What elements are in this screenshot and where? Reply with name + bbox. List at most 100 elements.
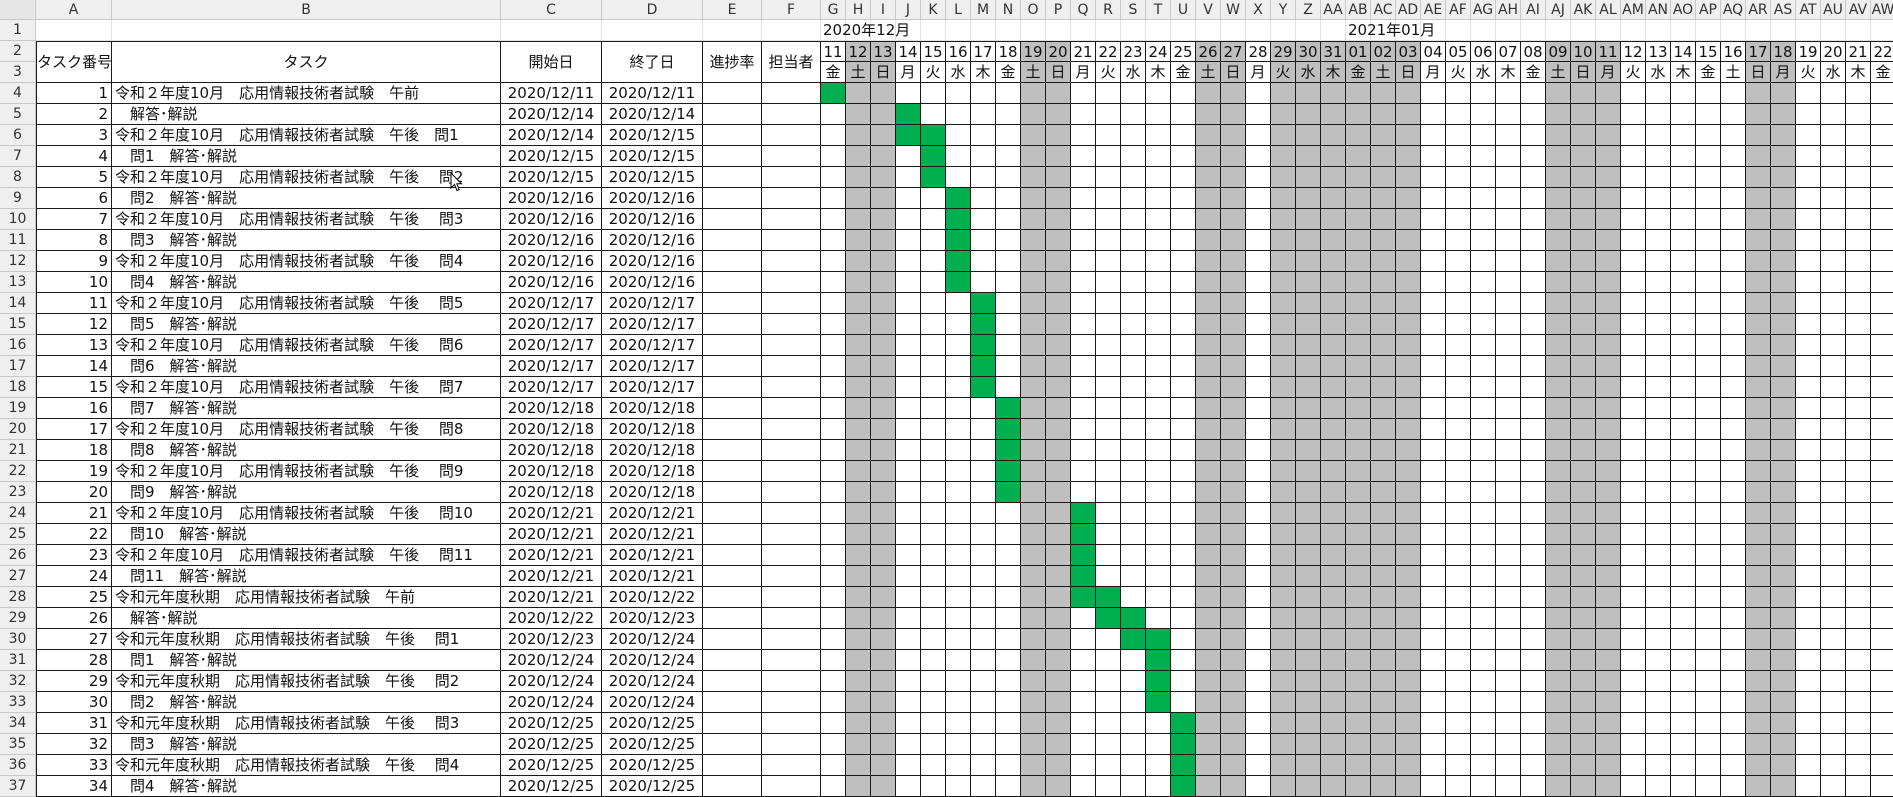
cell[interactable] (1121, 20, 1146, 41)
gantt-holiday-cell[interactable] (1346, 755, 1371, 776)
gantt-cell[interactable] (1671, 608, 1696, 629)
gantt-holiday-cell[interactable] (1196, 440, 1221, 461)
gantt-cell[interactable] (1071, 188, 1096, 209)
gantt-holiday-cell[interactable] (1321, 503, 1346, 524)
gantt-holiday-cell[interactable] (1571, 83, 1596, 104)
gantt-cell[interactable] (1246, 671, 1271, 692)
gantt-holiday-cell[interactable] (1546, 440, 1571, 461)
owner-cell[interactable] (762, 146, 821, 167)
gantt-cell[interactable] (1696, 377, 1721, 398)
gantt-cell[interactable] (896, 230, 921, 251)
gantt-cell[interactable] (1496, 776, 1521, 797)
gantt-holiday-cell[interactable] (1296, 272, 1321, 293)
gantt-cell[interactable] (1171, 188, 1196, 209)
gantt-cell[interactable] (821, 314, 846, 335)
gantt-cell[interactable] (946, 146, 971, 167)
end-date-cell[interactable]: 2020/12/24 (602, 629, 703, 650)
gantt-holiday-cell[interactable] (1396, 524, 1421, 545)
gantt-holiday-cell[interactable] (1271, 209, 1296, 230)
gantt-cell[interactable] (1671, 314, 1696, 335)
gantt-holiday-cell[interactable] (1396, 545, 1421, 566)
gantt-cell[interactable] (1146, 734, 1171, 755)
gantt-holiday-cell[interactable] (1046, 125, 1071, 146)
gantt-holiday-cell[interactable] (1021, 755, 1046, 776)
gantt-cell[interactable] (1696, 293, 1721, 314)
weekday-cell[interactable]: 日 (1046, 62, 1071, 83)
cell[interactable] (1446, 20, 1471, 41)
gantt-cell[interactable] (1796, 293, 1821, 314)
gantt-holiday-cell[interactable] (1371, 230, 1396, 251)
gantt-cell[interactable] (1521, 734, 1546, 755)
gantt-holiday-cell[interactable] (1571, 503, 1596, 524)
gantt-holiday-cell[interactable] (1021, 146, 1046, 167)
start-date-cell[interactable]: 2020/12/21 (501, 566, 602, 587)
gantt-holiday-cell[interactable] (1771, 293, 1796, 314)
gantt-cell[interactable] (1446, 398, 1471, 419)
task-number-cell[interactable]: 25 (36, 587, 112, 608)
gantt-cell[interactable] (1471, 503, 1496, 524)
weekday-cell[interactable]: 水 (1646, 62, 1671, 83)
gantt-cell[interactable] (1496, 83, 1521, 104)
task-number-cell[interactable]: 7 (36, 209, 112, 230)
gantt-cell[interactable] (1246, 272, 1271, 293)
gantt-cell[interactable] (1821, 629, 1846, 650)
gantt-cell[interactable] (971, 755, 996, 776)
day-number-cell[interactable]: 29 (1271, 41, 1296, 62)
weekday-cell[interactable]: 木 (971, 62, 996, 83)
gantt-bar-cell[interactable] (1121, 608, 1146, 629)
gantt-holiday-cell[interactable] (1371, 419, 1396, 440)
gantt-holiday-cell[interactable] (1771, 230, 1796, 251)
day-number-cell[interactable]: 02 (1371, 41, 1396, 62)
task-name-cell[interactable]: 問9 解答･解説 (112, 482, 501, 503)
gantt-cell[interactable] (1146, 755, 1171, 776)
owner-cell[interactable] (762, 230, 821, 251)
gantt-bar-cell[interactable] (1096, 587, 1121, 608)
gantt-cell[interactable] (1421, 608, 1446, 629)
gantt-cell[interactable] (1671, 209, 1696, 230)
gantt-cell[interactable] (1446, 356, 1471, 377)
gantt-cell[interactable] (1496, 482, 1521, 503)
gantt-holiday-cell[interactable] (1271, 167, 1296, 188)
gantt-cell[interactable] (821, 356, 846, 377)
weekday-cell[interactable]: 木 (1846, 62, 1871, 83)
gantt-holiday-cell[interactable] (1371, 566, 1396, 587)
gantt-cell[interactable] (1096, 146, 1121, 167)
gantt-cell[interactable] (1496, 272, 1521, 293)
end-date-cell[interactable]: 2020/12/18 (602, 482, 703, 503)
gantt-cell[interactable] (1871, 587, 1893, 608)
end-date-cell[interactable]: 2020/12/15 (602, 146, 703, 167)
gantt-holiday-cell[interactable] (846, 356, 871, 377)
gantt-cell[interactable] (1171, 629, 1196, 650)
column-header[interactable]: D (602, 0, 703, 20)
gantt-cell[interactable] (1696, 587, 1721, 608)
gantt-holiday-cell[interactable] (1046, 734, 1071, 755)
progress-cell[interactable] (703, 83, 762, 104)
gantt-holiday-cell[interactable] (871, 209, 896, 230)
gantt-cell[interactable] (921, 251, 946, 272)
gantt-cell[interactable] (1696, 524, 1721, 545)
progress-cell[interactable] (703, 608, 762, 629)
gantt-cell[interactable] (1671, 713, 1696, 734)
gantt-holiday-cell[interactable] (1046, 398, 1071, 419)
gantt-cell[interactable] (1446, 671, 1471, 692)
gantt-holiday-cell[interactable] (871, 188, 896, 209)
gantt-cell[interactable] (1246, 209, 1271, 230)
gantt-bar-cell[interactable] (1071, 524, 1096, 545)
gantt-cell[interactable] (1446, 524, 1471, 545)
owner-cell[interactable] (762, 188, 821, 209)
gantt-bar-cell[interactable] (996, 398, 1021, 419)
gantt-cell[interactable] (1121, 230, 1146, 251)
gantt-holiday-cell[interactable] (1771, 440, 1796, 461)
row-header[interactable]: 34 (0, 713, 36, 734)
gantt-cell[interactable] (1871, 188, 1893, 209)
gantt-cell[interactable] (1146, 356, 1171, 377)
gantt-cell[interactable] (921, 104, 946, 125)
end-date-cell[interactable]: 2020/12/21 (602, 524, 703, 545)
gantt-cell[interactable] (1421, 314, 1446, 335)
gantt-holiday-cell[interactable] (1296, 167, 1321, 188)
gantt-cell[interactable] (821, 692, 846, 713)
gantt-holiday-cell[interactable] (1046, 272, 1071, 293)
gantt-cell[interactable] (996, 608, 1021, 629)
weekday-cell[interactable]: 火 (1796, 62, 1821, 83)
gantt-holiday-cell[interactable] (1321, 566, 1346, 587)
